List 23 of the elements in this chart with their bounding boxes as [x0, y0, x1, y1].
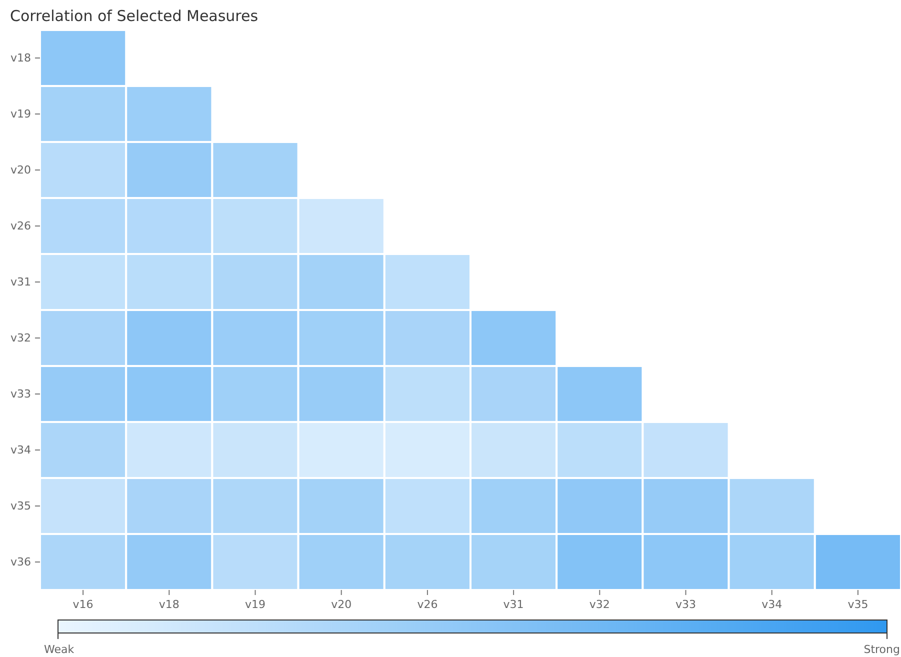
x-tick-label: v33 [675, 598, 696, 611]
y-tick-label: v26 [10, 220, 31, 233]
x-tick-label: v32 [589, 598, 610, 611]
x-tick-label: v34 [762, 598, 782, 611]
x-tick-label: v26 [417, 598, 438, 611]
y-tick-label: v31 [10, 276, 31, 289]
y-tick-label: v33 [10, 388, 31, 401]
x-tick-label: v16 [72, 598, 94, 611]
chart-title: Correlation of Selected Measures [10, 7, 258, 25]
y-tick-label: v20 [10, 164, 31, 177]
x-tick-label: v19 [244, 598, 266, 611]
color-bar-label: Strong [864, 643, 900, 656]
x-tick-label: v18 [158, 598, 180, 611]
y-tick-label: v32 [10, 332, 31, 345]
y-tick-label: v18 [10, 52, 31, 65]
x-tick-label: v31 [503, 598, 524, 611]
y-tick-label: v36 [10, 556, 31, 569]
x-tick-label: v20 [331, 598, 352, 611]
y-tick-label: v34 [10, 444, 31, 457]
y-tick-label: v19 [10, 108, 31, 121]
x-tick-label: v35 [848, 598, 868, 611]
color-bar-label: Weak [44, 643, 75, 656]
y-tick-label: v35 [10, 500, 31, 513]
